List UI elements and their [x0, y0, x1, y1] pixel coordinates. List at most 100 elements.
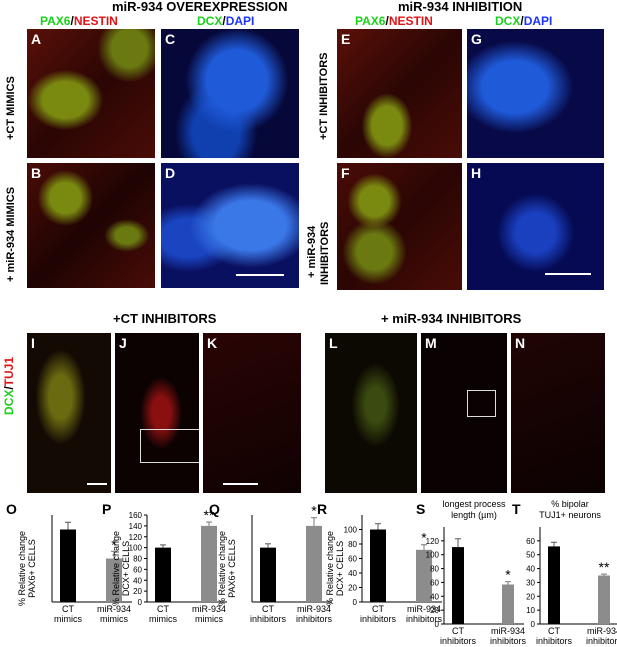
panel-E-micrograph: E: [337, 29, 462, 158]
panel-letter: Q: [209, 501, 220, 517]
y-axis-label: % Relative change: [17, 531, 27, 606]
bar: [452, 547, 464, 624]
panel-label-C: C: [165, 31, 176, 47]
panel-G-micrograph: G: [467, 29, 604, 158]
y-tick-label: 20: [430, 606, 439, 615]
y-tick-label: 60: [526, 537, 535, 546]
header-overexpression: miR-934 OVEREXPRESSION: [112, 0, 288, 14]
panel-M-micrograph: M: [421, 333, 507, 493]
panel-A-micrograph: A: [27, 29, 155, 158]
panel-label-G: G: [471, 31, 482, 47]
significance-mark: **: [204, 507, 215, 523]
y-axis-label: % Relative change: [217, 531, 227, 606]
y-tick-label: 160: [129, 511, 143, 520]
x-tick-label: miR-934: [407, 604, 441, 614]
y-tick-label: 100: [344, 526, 358, 535]
panel-label-L: L: [329, 335, 338, 351]
row-label-mir-mimics: + miR-934 MIMICS: [5, 186, 17, 282]
y-tick-label: 80: [133, 555, 142, 564]
y-axis-label: % Relative change: [111, 531, 121, 606]
header-ct-inhibitors: +CT INHIBITORS: [113, 311, 217, 326]
panel-label-A: A: [31, 31, 42, 47]
pax6-label: PAX6: [355, 14, 386, 28]
panel-letter: S: [416, 501, 425, 517]
y-tick-label: 60: [430, 578, 439, 587]
panel-C-micrograph: C: [161, 29, 299, 158]
x-tick-label: inhibitors: [490, 636, 527, 646]
inset-box: [140, 429, 199, 463]
panel-I-micrograph: I: [27, 333, 111, 493]
slash: /: [385, 14, 389, 28]
stain-header-a: PAX6/NESTIN: [40, 14, 118, 28]
x-tick-label: CT: [548, 626, 560, 636]
y-tick-label: 30: [526, 578, 535, 587]
y-tick-label: 60: [133, 565, 142, 574]
y-tick-label: 40: [526, 565, 535, 574]
panel-label-E: E: [341, 31, 351, 47]
chart-title: length (µm): [451, 510, 497, 520]
x-tick-label: CT: [452, 626, 464, 636]
y-tick-label: 100: [129, 544, 143, 553]
slash: /: [520, 14, 524, 28]
y-tick-label: 120: [426, 537, 440, 546]
chart-title: % bipolar: [551, 499, 589, 509]
y-tick-label: 20: [526, 592, 535, 601]
panel-B-micrograph: B: [27, 163, 155, 288]
panel-label-D: D: [165, 165, 176, 181]
tuj1-label: TUJ1: [2, 356, 16, 387]
dapi-label: DAPI: [225, 14, 255, 28]
scale-bar: [545, 273, 591, 275]
x-tick-label: miR-934: [491, 626, 525, 636]
x-tick-label: inhibitors: [360, 614, 397, 624]
x-tick-label: mimics: [149, 614, 177, 624]
y-tick-label: 0: [531, 620, 536, 629]
y-tick-label: 10: [526, 606, 535, 615]
panel-letter: T: [512, 501, 521, 517]
panel-label-M: M: [425, 335, 437, 351]
chart-title: TUJ1+ neurons: [539, 510, 601, 520]
x-tick-label: mimics: [195, 614, 223, 624]
x-tick-label: miR-934: [297, 604, 331, 614]
chart-O: O% Relative change PAX6+ CELLSCTmimics*mi…: [6, 501, 132, 624]
y-tick-label: 0: [435, 620, 440, 629]
significance-mark: **: [599, 559, 610, 575]
slash: /: [70, 14, 74, 28]
panel-letter: O: [6, 501, 17, 517]
panel-label-H: H: [471, 165, 482, 181]
stain-label-dcx-tuj1: DCX/TUJ1: [2, 357, 16, 415]
bar: [306, 525, 322, 602]
x-tick-label: miR-934: [587, 626, 617, 636]
dcx-label: DCX: [495, 14, 521, 28]
panel-N-micrograph: N: [511, 333, 605, 493]
x-tick-label: inhibitors: [536, 636, 573, 646]
x-tick-label: mimics: [100, 614, 128, 624]
scale-bar: [236, 274, 284, 276]
y-tick-label: 20: [133, 587, 142, 596]
x-tick-label: inhibitors: [440, 636, 477, 646]
inset-box: [467, 390, 496, 417]
x-tick-label: inhibitors: [296, 614, 333, 624]
panel-label-F: F: [341, 165, 350, 181]
y-tick-label: 0: [138, 598, 143, 607]
y-tick-label: 40: [348, 569, 357, 578]
panel-H-micrograph: H: [467, 163, 604, 290]
panel-label-I: I: [31, 335, 35, 351]
y-axis-label: % Relative change: [325, 531, 335, 606]
x-tick-label: CT: [62, 604, 74, 614]
y-tick-label: 0: [353, 598, 358, 607]
y-axis-label: PAX6+ CELLS: [27, 539, 37, 598]
chart-R: R 0 20 40 60 80 100 % Relative change DCX+ CELLS…: [317, 501, 443, 624]
y-axis-label: DCX+ CELLS: [335, 541, 345, 596]
y-tick-label: 40: [133, 576, 142, 585]
x-tick-label: CT: [372, 604, 384, 614]
row-label-ct-mimics: +CT MIMICS: [5, 76, 17, 140]
panel-D-micrograph: D: [161, 163, 299, 288]
dcx-label: DCX: [197, 14, 223, 28]
scale-bar: [223, 483, 258, 485]
dcx-label: DCX: [2, 389, 16, 415]
significance-mark: *: [111, 536, 117, 552]
y-axis-label: PAX6+ CELLS: [227, 539, 237, 598]
bar: [416, 549, 432, 602]
